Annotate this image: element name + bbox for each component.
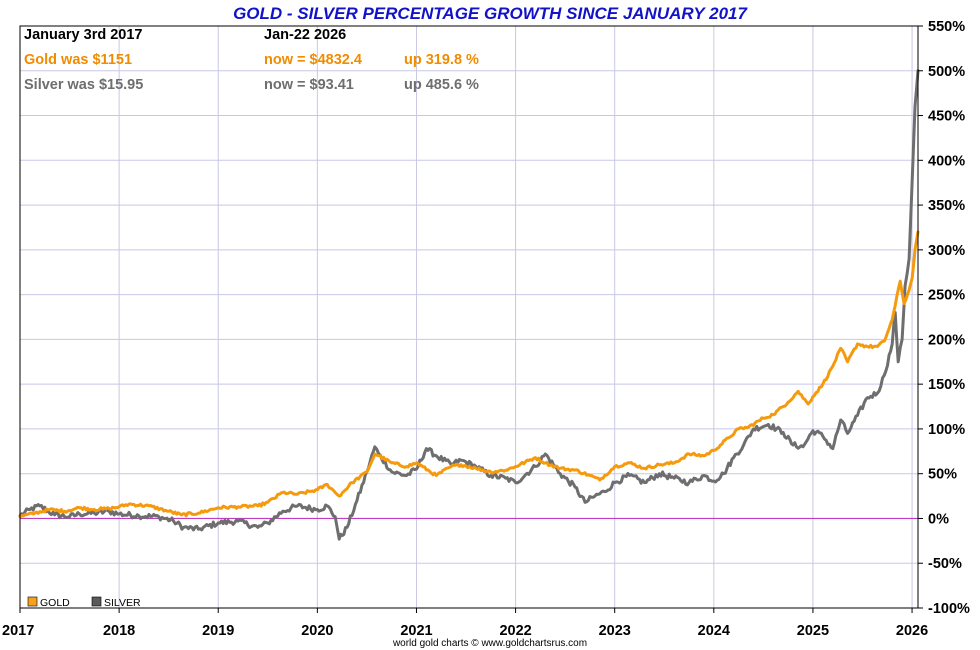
x-axis: 2017 2018 2019 2020 2021 2022 2023 2024 2025 2026 [2,608,928,639]
silver-change: up 485.6 % [404,77,479,93]
chart-title: GOLD - SILVER PERCENTAGE GROWTH SINCE JA… [233,4,748,23]
x-tick-label: 2020 [301,623,333,639]
y-tick-label: -50% [928,556,962,572]
y-tick-label: 400% [928,153,965,169]
legend-gold-swatch [27,596,38,607]
gold-now-price: now = $4832.4 [264,52,362,68]
end-date-label: Jan-22 2026 [264,27,346,43]
y-tick-label: 50% [928,467,957,483]
y-tick-label: 500% [928,64,965,80]
y-tick-label: -100% [928,601,970,617]
x-tick-label: 2018 [103,623,135,639]
silver-start-price: Silver was $15.95 [24,77,143,93]
gold-start-price: Gold was $1151 [24,52,132,68]
y-tick-label: 450% [928,109,965,125]
y-tick-label: 300% [928,243,965,259]
x-tick-label: 2021 [400,623,432,639]
legend-silver-swatch [91,596,102,607]
x-tick-label: 2019 [202,623,234,639]
legend-gold-label: GOLD [40,597,70,609]
y-tick-label: 200% [928,332,965,348]
chart-credit: world gold charts © www.goldchartsrus.co… [392,638,587,649]
x-tick-label: 2017 [2,623,34,639]
gold-series-line [18,230,920,519]
y-tick-label: 350% [928,198,965,214]
legend-silver-label: SILVER [104,597,141,609]
plot-frame [19,25,919,609]
y-tick-label: 550% [928,19,965,35]
y-tick-label: 100% [928,422,965,438]
start-date-label: January 3rd 2017 [24,27,143,43]
silver-series-line [18,69,920,541]
y-tick-label: 150% [928,377,965,393]
series-layer [18,69,920,541]
x-tick-label: 2026 [896,623,928,639]
silver-now-price: now = $93.41 [264,77,354,93]
x-tick-label: 2024 [698,623,730,639]
x-tick-label: 2023 [599,623,631,639]
y-tick-label: 250% [928,288,965,304]
x-tick-label: 2025 [797,623,829,639]
gold-change: up 319.8 % [404,52,479,68]
x-tick-label: 2022 [499,623,531,639]
y-tick-label: 0% [928,511,949,527]
legend: GOLD SILVER [27,596,141,609]
y-axis: 550% 500% 450% 400% 350% 300% 250% 200% 150% 100%… [918,19,970,617]
